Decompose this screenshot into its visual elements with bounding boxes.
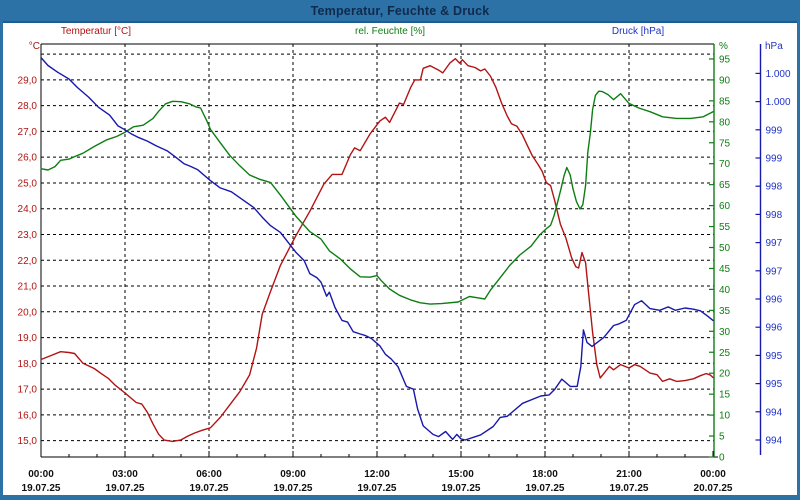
humidity-series-label: rel. Feuchte [%] (354, 26, 426, 37)
pressure-tick-label: 1.000 (766, 69, 791, 80)
pressure-series-line (40, 56, 714, 441)
window-frame-right (797, 21, 800, 500)
humidity-tick-label: 35 (719, 306, 731, 317)
x-tick-time-label: 09:00 (280, 469, 306, 480)
humidity-tick-label: 90 (719, 75, 731, 86)
temperature-tick-label: 15,0 (18, 436, 38, 447)
x-tick-time-label: 06:00 (196, 469, 222, 480)
x-tick-date-label: 19.07.25 (22, 483, 61, 494)
humidity-tick-label: 15 (719, 390, 731, 401)
x-tick-time-label: 00:00 (28, 469, 54, 480)
humidity-tick-label: 65 (719, 180, 731, 191)
pressure-tick-label: 1.000 (766, 97, 791, 108)
x-tick-date-label: 19.07.25 (106, 483, 145, 494)
window-frame-left (0, 21, 3, 500)
percent-unit-label: % (719, 41, 728, 52)
pressure-tick-label: 994 (766, 407, 783, 418)
window-frame-bottom (0, 495, 800, 500)
pressure-tick-label: 994 (766, 436, 783, 447)
x-tick-date-label: 19.07.25 (190, 483, 229, 494)
x-tick-time-label: 03:00 (112, 469, 138, 480)
temperature-tick-label: 19,0 (18, 333, 38, 344)
pressure-tick-label: 996 (766, 323, 783, 334)
x-tick-time-label: 21:00 (616, 469, 642, 480)
x-tick-time-label: 00:00 (700, 469, 726, 480)
humidity-tick-label: 60 (719, 201, 731, 212)
humidity-tick-label: 25 (719, 348, 731, 359)
temperature-tick-label: 26,0 (18, 153, 38, 164)
pressure-tick-label: 999 (766, 154, 783, 165)
pressure-tick-label: 998 (766, 210, 783, 221)
pressure-tick-label: 997 (766, 266, 783, 277)
humidity-series-line (40, 90, 714, 305)
title-bar[interactable]: Temperatur, Feuchte & Druck (0, 0, 800, 23)
temperature-tick-label: 24,0 (18, 204, 38, 215)
temperature-series-label: Temperatur [°C] (60, 26, 132, 37)
x-tick-time-label: 18:00 (532, 469, 558, 480)
x-tick-date-label: 19.07.25 (526, 483, 565, 494)
temperature-tick-label: 20,0 (18, 307, 38, 318)
temperature-tick-label: 22,0 (18, 256, 38, 267)
humidity-tick-label: 40 (719, 285, 731, 296)
humidity-tick-label: 95 (719, 54, 731, 65)
x-tick-date-label: 19.07.25 (358, 483, 397, 494)
pressure-tick-label: 998 (766, 182, 783, 193)
temperature-tick-label: 21,0 (18, 282, 38, 293)
humidity-tick-label: 80 (719, 117, 731, 128)
pressure-tick-label: 997 (766, 238, 783, 249)
celsius-unit-label: °C (28, 41, 40, 52)
x-tick-date-label: 19.07.25 (442, 483, 481, 494)
pressure-tick-label: 996 (766, 295, 783, 306)
x-tick-time-label: 15:00 (448, 469, 474, 480)
humidity-tick-label: 45 (719, 264, 731, 275)
x-tick-date-label: 20.07.25 (694, 483, 733, 494)
temperature-tick-label: 17,0 (18, 385, 38, 396)
pressure-series-label: Druck [hPa] (611, 26, 665, 37)
temperature-tick-label: 16,0 (18, 410, 38, 421)
hpa-unit-label: hPa (765, 41, 783, 52)
humidity-tick-label: 30 (719, 327, 731, 338)
x-tick-time-label: 12:00 (364, 469, 390, 480)
humidity-tick-label: 10 (719, 411, 731, 422)
x-tick-date-label: 19.07.25 (274, 483, 313, 494)
pressure-tick-label: 995 (766, 379, 783, 390)
humidity-tick-label: 20 (719, 369, 731, 380)
pressure-tick-label: 999 (766, 125, 783, 136)
humidity-tick-label: 5 (719, 432, 725, 443)
temperature-tick-label: 18,0 (18, 359, 38, 370)
humidity-tick-label: 55 (719, 222, 731, 233)
window-title: Temperatur, Feuchte & Druck (310, 3, 490, 18)
humidity-tick-label: 75 (719, 138, 731, 149)
temperature-tick-label: 27,0 (18, 127, 38, 138)
humidity-tick-label: 50 (719, 243, 731, 254)
temperature-series-line (40, 58, 714, 443)
pressure-tick-label: 995 (766, 351, 783, 362)
humidity-tick-label: 70 (719, 159, 731, 170)
temperature-tick-label: 25,0 (18, 178, 38, 189)
humidity-tick-label: 85 (719, 96, 731, 107)
temperature-tick-label: 23,0 (18, 230, 38, 241)
temperature-tick-label: 29,0 (18, 75, 38, 86)
x-tick-date-label: 19.07.25 (610, 483, 649, 494)
humidity-tick-label: 0 (719, 453, 725, 464)
temperature-tick-label: 28,0 (18, 101, 38, 112)
